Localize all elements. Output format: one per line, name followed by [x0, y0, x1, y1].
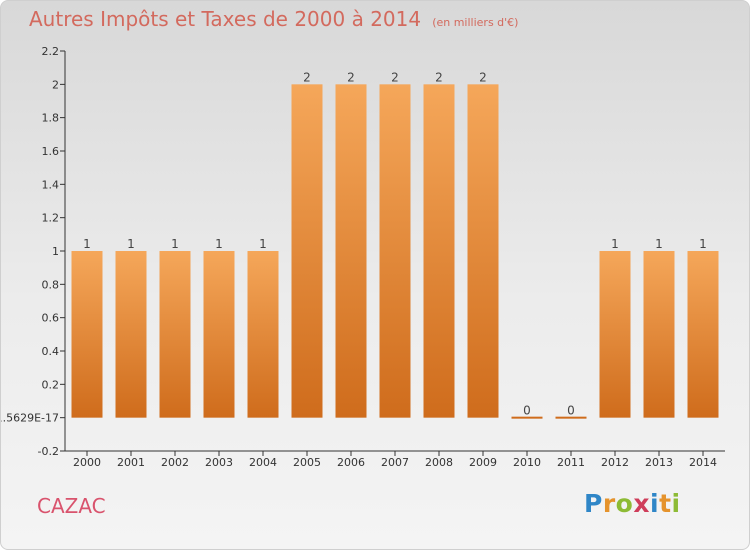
chart-title-row: Autres Impôts et Taxes de 2000 à 2014 (e…	[29, 7, 518, 31]
y-tick-label: 1.2	[42, 212, 60, 225]
data-label: 2	[435, 70, 443, 84]
x-tick-label: 2012	[601, 456, 629, 469]
bar	[467, 84, 499, 418]
bar	[115, 251, 147, 418]
data-label: 1	[259, 237, 267, 251]
x-tick-label: 2011	[557, 456, 585, 469]
x-tick-label: 2010	[513, 456, 541, 469]
x-tick-label: 2001	[117, 456, 145, 469]
data-label: 2	[391, 70, 399, 84]
x-tick-label: 2008	[425, 456, 453, 469]
data-label: 1	[83, 237, 91, 251]
bar	[291, 84, 323, 418]
y-tick-label: 2.2	[42, 45, 60, 58]
y-tick-label: -1.5629E-17	[1, 412, 59, 425]
bar	[599, 251, 631, 418]
y-tick-label: -0.2	[38, 445, 59, 458]
x-tick-label: 2007	[381, 456, 409, 469]
data-label: 1	[215, 237, 223, 251]
x-tick-label: 2005	[293, 456, 321, 469]
data-label: 1	[171, 237, 179, 251]
y-tick-label: 1.4	[42, 178, 60, 191]
data-label: 2	[479, 70, 487, 84]
data-label: 1	[127, 237, 135, 251]
x-tick-label: 2000	[73, 456, 101, 469]
x-tick-label: 2002	[161, 456, 189, 469]
x-tick-label: 2014	[689, 456, 717, 469]
data-label: 1	[699, 237, 707, 251]
x-tick-label: 2004	[249, 456, 277, 469]
data-label: 0	[567, 404, 575, 418]
x-tick-label: 2006	[337, 456, 365, 469]
y-tick-label: 0.2	[42, 378, 60, 391]
bar	[159, 251, 191, 418]
bar	[511, 416, 543, 419]
bar	[687, 251, 719, 418]
chart-title: Autres Impôts et Taxes de 2000 à 2014	[29, 7, 422, 31]
location-name: CAZAC	[37, 494, 106, 518]
bar	[247, 251, 279, 418]
y-tick-label: 1.8	[42, 112, 60, 125]
bar	[555, 416, 587, 419]
bar	[71, 251, 103, 418]
bar	[643, 251, 675, 418]
x-tick-label: 2013	[645, 456, 673, 469]
data-label: 1	[655, 237, 663, 251]
data-label: 1	[611, 237, 619, 251]
proxiti-logo: Proxiti	[584, 489, 681, 518]
data-label: 2	[347, 70, 355, 84]
bar	[379, 84, 411, 418]
chart-unit: (en milliers d'€)	[432, 16, 519, 29]
data-label: 0	[523, 404, 531, 418]
y-tick-label: 2	[52, 78, 59, 91]
bar	[203, 251, 235, 418]
bar	[423, 84, 455, 418]
x-tick-label: 2003	[205, 456, 233, 469]
y-tick-label: 1.6	[42, 145, 60, 158]
data-label: 2	[303, 70, 311, 84]
y-tick-label: 0.6	[42, 312, 60, 325]
y-tick-label: 0.4	[42, 345, 60, 358]
x-tick-label: 2009	[469, 456, 497, 469]
bar	[335, 84, 367, 418]
y-tick-label: 1	[52, 245, 59, 258]
y-tick-label: 0.8	[42, 278, 60, 291]
